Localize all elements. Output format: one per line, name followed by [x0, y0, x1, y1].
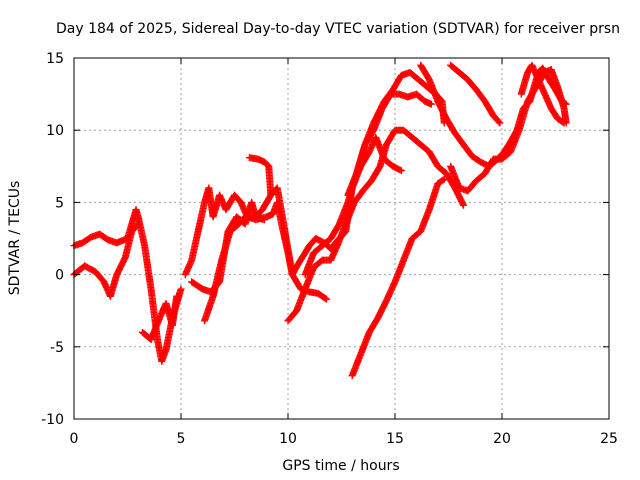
axis-ticks: 0 5 10 15 20 25 -10 -5 0 5 10 15: [41, 51, 618, 447]
y-tick-label: 15: [46, 51, 64, 67]
data-series-14: [447, 66, 570, 195]
data-point: [260, 216, 268, 224]
data-series-15: [517, 61, 568, 127]
x-tick-label: 25: [600, 431, 618, 447]
data-point: [440, 175, 448, 183]
data-point: [495, 118, 503, 126]
data-series-4: [181, 133, 405, 279]
data-point: [439, 176, 447, 184]
data-point: [560, 119, 568, 127]
data-series-11: [348, 175, 448, 380]
data-series-3: [138, 292, 181, 344]
y-tick-label: -10: [41, 412, 64, 428]
x-tick-label: 0: [70, 431, 79, 447]
data-point: [173, 292, 181, 300]
data-point: [559, 118, 567, 126]
x-tick-label: 15: [386, 431, 404, 447]
data-series-7: [245, 154, 275, 199]
data-series-1: [70, 206, 185, 365]
data-series-6: [201, 213, 268, 325]
data-series-13: [447, 61, 504, 127]
y-axis-label: SDTVAR / TECUs: [7, 181, 23, 296]
y-tick-label: -5: [50, 340, 64, 356]
data-point: [133, 221, 141, 229]
data-series-2: [70, 220, 142, 300]
data-point: [321, 294, 329, 302]
x-tick-label: 10: [279, 431, 297, 447]
data-point: [427, 100, 435, 108]
x-tick-label: 5: [177, 431, 186, 447]
data-point: [459, 201, 467, 209]
data-point: [397, 167, 405, 175]
data-point: [323, 295, 331, 303]
data-point: [177, 285, 185, 293]
data-point: [396, 166, 404, 174]
y-tick-label: 10: [46, 123, 64, 139]
x-tick-label: 20: [493, 431, 511, 447]
plot-frame: [73, 57, 610, 420]
data-point: [134, 220, 142, 228]
data-series-10: [344, 90, 435, 199]
y-tick-label: 5: [55, 195, 64, 211]
data-series-8: [284, 126, 467, 325]
chart-title: Day 184 of 2025, Sidereal Day-to-day VTE…: [56, 21, 620, 37]
data-marks: [70, 61, 570, 380]
data-point: [496, 119, 504, 127]
y-tick-label: 0: [55, 268, 64, 284]
x-axis-label: GPS time / hours: [282, 458, 399, 474]
data-point: [267, 191, 275, 199]
